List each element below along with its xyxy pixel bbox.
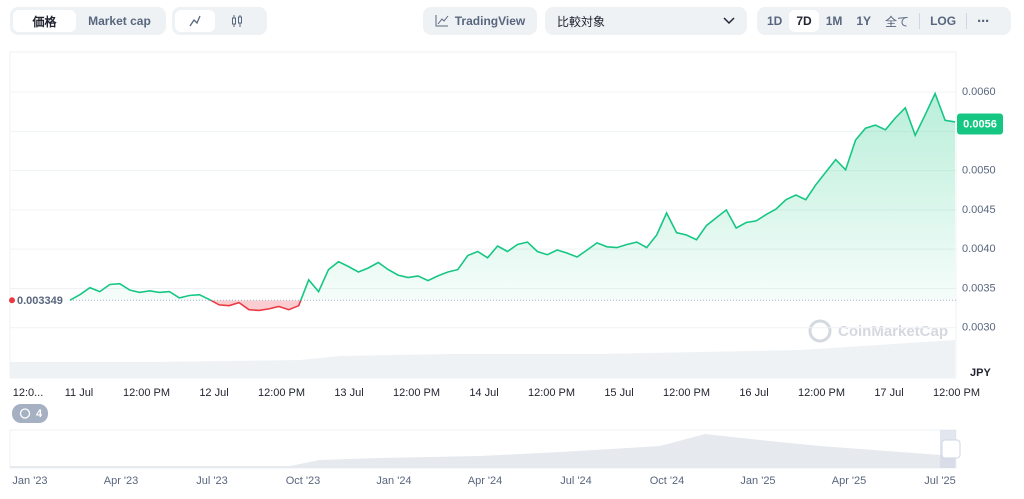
- baseline-label: 0.003349: [17, 295, 63, 307]
- tradingview-button[interactable]: TradingView: [423, 7, 537, 35]
- x-tick-label: 12:0...: [13, 387, 44, 399]
- watermark-text: CoinMarketCap: [838, 323, 948, 340]
- x-tick-label: 12:00 PM: [933, 387, 980, 399]
- x-tick-label: 15 Jul: [604, 387, 633, 399]
- x-tick-label: 13 Jul: [334, 387, 363, 399]
- metric-tabs: 価格 Market cap: [10, 7, 166, 35]
- x-tick-label: 12:00 PM: [798, 387, 845, 399]
- price-area: [70, 93, 955, 311]
- navigator-label: Apr '25: [832, 475, 867, 487]
- log-button[interactable]: LOG: [930, 14, 957, 28]
- x-tick-label: 11 Jul: [65, 387, 94, 399]
- separator: [919, 13, 921, 29]
- navigator-label: Jul '23: [196, 475, 227, 487]
- tab-market-cap[interactable]: Market cap: [88, 14, 151, 28]
- x-tick-label: 14 Jul: [469, 387, 498, 399]
- currency-label: JPY: [970, 367, 991, 379]
- navigator-label: Jan '24: [376, 475, 411, 487]
- navigator-label: Apr '23: [104, 475, 139, 487]
- baseline-label-bg: [15, 293, 69, 308]
- y-tick-label: 0.0050: [962, 165, 996, 177]
- chart-style: [172, 7, 267, 35]
- range-1y[interactable]: 1Y: [856, 14, 872, 28]
- x-tick-label: 12:00 PM: [393, 387, 440, 399]
- range-7d[interactable]: 7D: [789, 10, 819, 32]
- range-tabs: 1D 7D 1M 1Y 全て LOG ⋯: [757, 7, 1011, 35]
- x-tick-label: 12:00 PM: [123, 387, 170, 399]
- x-tick-label: 12:00 PM: [528, 387, 575, 399]
- range-1m[interactable]: 1M: [825, 14, 843, 28]
- separator: [966, 13, 968, 29]
- range-1d[interactable]: 1D: [767, 14, 783, 28]
- tv-icon: [435, 15, 449, 27]
- navigator-label: Jan '23: [12, 475, 47, 487]
- navigator-handle[interactable]: [941, 439, 961, 459]
- navigator-label: Apr '24: [468, 475, 503, 487]
- baseline-dot: [9, 297, 15, 304]
- line-button[interactable]: [175, 10, 215, 32]
- navigator-label: Jan '25: [740, 475, 775, 487]
- x-tick-label: 12:00 PM: [258, 387, 305, 399]
- x-tick-label: 12 Jul: [199, 387, 228, 399]
- history-icon: [19, 408, 31, 419]
- candle-button[interactable]: [215, 10, 259, 32]
- x-tick-label: 17 Jul: [874, 387, 903, 399]
- navigator-label: Jul '25: [924, 475, 955, 487]
- volume-area: [10, 340, 955, 378]
- navigator-label: Jul '24: [560, 475, 591, 487]
- more-button[interactable]: ⋯: [977, 14, 990, 28]
- y-tick-label: 0.0060: [962, 86, 996, 98]
- navigator-area: [10, 434, 955, 468]
- navigator-label: Oct '23: [286, 475, 321, 487]
- price-tag-label: 0.0056: [963, 118, 997, 130]
- line-icon: [189, 15, 201, 27]
- compare-label: 比較対象: [557, 14, 606, 29]
- compare-select[interactable]: 比較対象: [545, 7, 747, 35]
- price-line: [69, 91, 956, 312]
- y-tick-label: 0.0045: [962, 204, 996, 216]
- x-tick-label: 16 Jul: [739, 387, 768, 399]
- candle-icon: [232, 15, 242, 27]
- y-tick-label: 0.0040: [962, 243, 996, 255]
- y-tick-label: 0.0030: [962, 322, 996, 334]
- tab-price[interactable]: 価格: [13, 10, 76, 32]
- indicator-count: 4: [36, 408, 43, 420]
- price-tag: [957, 113, 1003, 135]
- range-all[interactable]: 全て: [885, 14, 910, 29]
- y-tick-label: 0.0035: [962, 282, 996, 294]
- watermark: CoinMarketCap: [808, 319, 948, 343]
- tradingview-label: TradingView: [454, 14, 526, 28]
- chevron: [723, 17, 735, 25]
- x-tick-label: 12:00 PM: [663, 387, 710, 399]
- navigator-label: Oct '24: [650, 475, 685, 487]
